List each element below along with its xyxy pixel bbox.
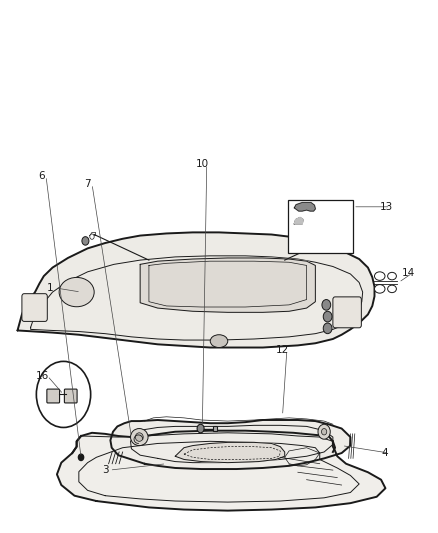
Text: 1: 1 [47, 283, 54, 293]
Polygon shape [140, 258, 315, 312]
Circle shape [82, 237, 89, 245]
Text: 10: 10 [196, 159, 209, 169]
FancyBboxPatch shape [64, 389, 77, 403]
Circle shape [323, 323, 332, 334]
Ellipse shape [59, 278, 94, 307]
Circle shape [90, 234, 94, 239]
Circle shape [36, 361, 91, 427]
Text: 16: 16 [36, 371, 49, 381]
Text: 4: 4 [381, 448, 388, 458]
Polygon shape [294, 217, 303, 224]
Circle shape [321, 429, 327, 435]
Polygon shape [175, 442, 285, 463]
Circle shape [197, 424, 204, 433]
FancyBboxPatch shape [47, 389, 60, 403]
Circle shape [323, 311, 332, 322]
Polygon shape [110, 420, 350, 469]
Text: 3: 3 [102, 465, 109, 475]
Text: 14: 14 [402, 268, 415, 278]
FancyBboxPatch shape [333, 297, 361, 328]
Polygon shape [57, 431, 385, 511]
Text: 13: 13 [380, 202, 393, 212]
Circle shape [322, 300, 331, 310]
Text: 6: 6 [38, 171, 45, 181]
Circle shape [78, 454, 84, 461]
Circle shape [318, 424, 330, 439]
Ellipse shape [388, 285, 396, 293]
Ellipse shape [135, 433, 143, 441]
Bar [288, 200, 353, 253]
Text: 12: 12 [276, 345, 289, 354]
Ellipse shape [374, 272, 385, 280]
Bar [213, 426, 217, 431]
FancyBboxPatch shape [22, 294, 47, 321]
Polygon shape [294, 203, 315, 211]
Ellipse shape [131, 429, 148, 446]
Ellipse shape [210, 335, 228, 348]
Ellipse shape [388, 272, 396, 280]
Ellipse shape [374, 285, 385, 293]
Polygon shape [18, 232, 374, 348]
Text: 7: 7 [84, 179, 91, 189]
